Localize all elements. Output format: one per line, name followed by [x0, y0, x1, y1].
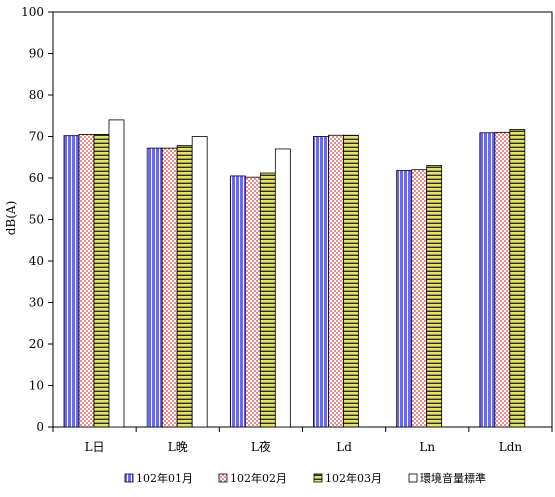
legend-swatch [124, 473, 134, 483]
bar-1 [229, 175, 246, 428]
legend-swatch [313, 473, 323, 483]
bar-1 [146, 147, 163, 428]
bar-2 [411, 169, 428, 428]
bar-2 [78, 134, 95, 428]
y-axis: 0 10 20 30 40 50 60 70 80 90 100 [21, 5, 53, 434]
y-tick-label: 30 [29, 296, 44, 310]
x-tick-label: Ldn [499, 440, 523, 454]
x-axis: L日 L晚 L夜 Ld Ln Ldn [52, 427, 553, 454]
plot-frame [52, 11, 553, 428]
x-tick-label: Ld [336, 440, 352, 454]
bar-3 [509, 129, 526, 428]
legend-label: 102年02月 [230, 471, 287, 485]
bar-4 [108, 119, 125, 428]
x-tick-label: L夜 [251, 439, 271, 454]
bar-3 [93, 134, 110, 428]
y-axis-label: dB(A) [4, 201, 18, 236]
bar-1 [63, 135, 80, 428]
y-tick-label: 70 [29, 130, 44, 144]
bar-1 [479, 132, 496, 428]
y-tick-label: 40 [29, 254, 44, 268]
legend-swatch [408, 473, 418, 483]
x-tick-label: L日 [85, 440, 105, 454]
legend-label: 環境音量標準 [420, 471, 486, 485]
bar-2 [244, 176, 261, 428]
legend-label: 102年03月 [325, 471, 382, 485]
legend-label: 102年01月 [136, 471, 193, 485]
y-tick-label: 10 [29, 379, 44, 393]
legend: 102年01月 102年02月 102年03月 環境音量標準 [124, 471, 486, 485]
x-tick-label: Ln [419, 440, 435, 454]
y-tick-label: 0 [36, 420, 44, 434]
bar-2 [161, 147, 178, 428]
legend-swatch [218, 473, 228, 483]
y-tick-label: 20 [29, 337, 44, 351]
bar-3 [426, 165, 443, 428]
y-tick-label: 50 [29, 213, 44, 227]
bar-2 [328, 134, 344, 428]
bar-4 [191, 136, 208, 428]
y-tick-label: 60 [29, 171, 44, 185]
bar-3 [343, 134, 359, 428]
y-tick-label: 100 [21, 5, 44, 19]
y-tick-label: 90 [29, 47, 44, 61]
bar-3 [176, 145, 193, 428]
y-tick-label: 80 [29, 88, 44, 102]
bar-1 [313, 136, 329, 428]
plot-area [52, 11, 553, 428]
x-tick-label: L晚 [168, 440, 188, 454]
bar-1 [396, 170, 413, 428]
bar-3 [259, 172, 276, 428]
bar-4 [274, 148, 291, 428]
bar-2 [494, 131, 511, 428]
